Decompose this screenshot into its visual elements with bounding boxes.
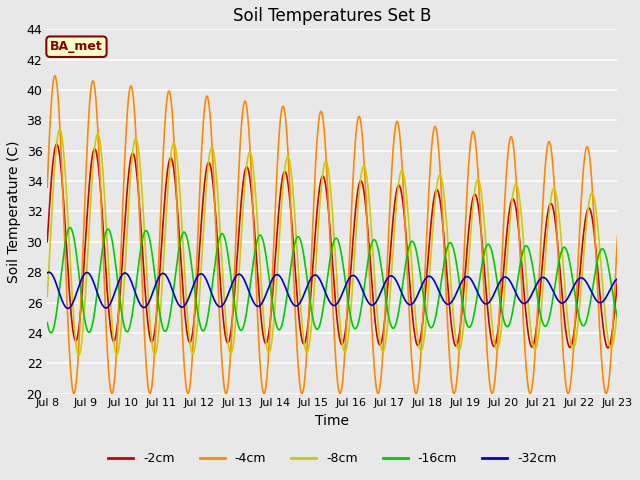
-32cm — [73, 289, 81, 295]
Line: -32cm: -32cm — [47, 272, 618, 308]
-4cm — [597, 352, 605, 358]
-16cm — [614, 315, 621, 321]
Legend: -2cm, -4cm, -8cm, -16cm, -32cm: -2cm, -4cm, -8cm, -16cm, -32cm — [103, 447, 561, 470]
-32cm — [597, 300, 605, 305]
-2cm — [493, 337, 500, 343]
-8cm — [73, 345, 81, 351]
-8cm — [493, 347, 500, 352]
Title: Soil Temperatures Set B: Soil Temperatures Set B — [233, 7, 431, 25]
-4cm — [598, 356, 605, 362]
-4cm — [493, 354, 500, 360]
-16cm — [47, 330, 55, 336]
Line: -4cm: -4cm — [47, 76, 618, 394]
-8cm — [44, 293, 51, 299]
-2cm — [53, 142, 61, 147]
-32cm — [493, 285, 500, 291]
-4cm — [44, 184, 51, 190]
-2cm — [73, 337, 81, 343]
-8cm — [597, 265, 605, 271]
-8cm — [321, 159, 329, 165]
-16cm — [597, 246, 605, 252]
-16cm — [598, 246, 605, 252]
Text: BA_met: BA_met — [50, 40, 103, 53]
-16cm — [493, 276, 500, 282]
-32cm — [614, 276, 621, 282]
-32cm — [306, 277, 314, 283]
-32cm — [321, 289, 329, 295]
-32cm — [44, 270, 51, 276]
-16cm — [73, 255, 81, 261]
-16cm — [66, 225, 74, 230]
-2cm — [597, 303, 605, 309]
-16cm — [306, 298, 314, 303]
-2cm — [604, 345, 612, 351]
-2cm — [614, 277, 621, 283]
-2cm — [597, 306, 605, 312]
Y-axis label: Soil Temperature (C): Soil Temperature (C) — [7, 140, 21, 283]
-16cm — [44, 320, 51, 325]
-4cm — [306, 292, 314, 298]
-8cm — [614, 306, 621, 312]
-4cm — [614, 233, 621, 239]
-8cm — [56, 127, 63, 132]
Line: -16cm: -16cm — [47, 228, 618, 333]
-8cm — [306, 337, 314, 343]
-2cm — [44, 239, 51, 245]
Line: -2cm: -2cm — [47, 144, 618, 348]
-8cm — [598, 268, 605, 274]
-16cm — [321, 292, 329, 298]
-32cm — [45, 269, 52, 275]
-2cm — [321, 178, 329, 183]
-2cm — [306, 305, 314, 311]
X-axis label: Time: Time — [316, 414, 349, 428]
-32cm — [64, 305, 72, 311]
Line: -8cm: -8cm — [47, 130, 618, 355]
-4cm — [412, 391, 420, 396]
-8cm — [75, 352, 83, 358]
-4cm — [321, 135, 329, 141]
-32cm — [598, 300, 605, 305]
-4cm — [73, 375, 81, 381]
-4cm — [51, 73, 59, 79]
